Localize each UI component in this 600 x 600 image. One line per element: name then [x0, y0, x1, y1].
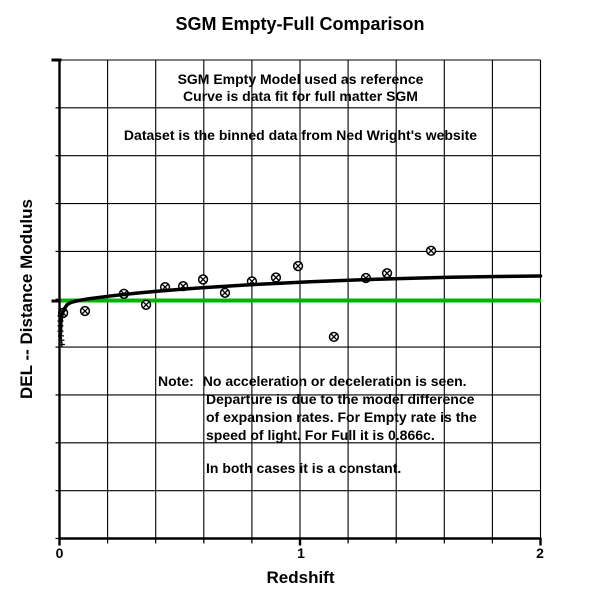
x-axis-ticks: [58, 538, 542, 546]
reference-annotation-line1: SGM Empty Model used as reference: [177, 71, 424, 87]
data-point: [292, 260, 304, 272]
x-tick-label-1: 1: [297, 545, 305, 561]
note-line: Note: No acceleration or deceleration is …: [158, 372, 477, 390]
note-line: speed of light. For Full it is 0.866c.: [206, 427, 435, 443]
reference-annotation: SGM Empty Model used as reference Curve …: [60, 71, 541, 105]
data-point: [425, 245, 437, 256]
data-point: [270, 272, 282, 283]
dataset-annotation: Dataset is the binned data from Ned Wrig…: [123, 127, 478, 143]
data-point: [79, 305, 91, 317]
y-axis-ticks: [51, 58, 62, 540]
data-point: [219, 287, 231, 298]
data-point: [140, 299, 152, 310]
fit-curve: [58, 274, 543, 336]
chart-title: SGM Empty-Full Comparison: [175, 14, 425, 34]
note-text: No acceleration or deceleration is seen.: [202, 373, 467, 389]
note-line: In both cases it is a constant.: [206, 460, 402, 476]
note-annotation: Note: No acceleration or deceleration is …: [158, 372, 477, 477]
note-label: Note:: [158, 373, 194, 389]
data-point: [197, 274, 209, 285]
data-point: [328, 331, 340, 343]
data-point: [381, 268, 393, 279]
note-line: Departure is due to the model difference: [206, 391, 475, 407]
y-axis-title: DEL -- Distance Modulus: [17, 199, 36, 399]
note-line: of expansion rates. For Empty rate is th…: [206, 409, 477, 425]
x-tick-label-0: 0: [55, 545, 64, 561]
reference-annotation-line2: Curve is data fit for full matter SGM: [183, 88, 418, 104]
x-tick-label-2: 2: [536, 545, 544, 561]
x-axis-title: Redshift: [266, 568, 335, 587]
